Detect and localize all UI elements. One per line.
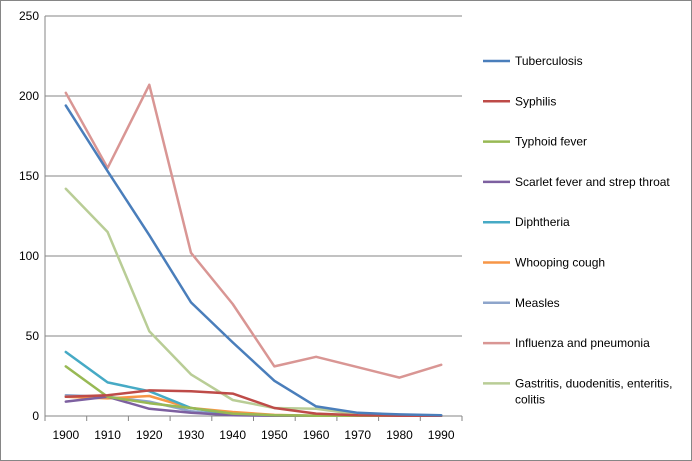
legend: Tuberculosis Syphilis Typhoid fever Scarlet… <box>483 54 672 406</box>
legend-item: Typhoid fever <box>483 135 587 149</box>
legend-item: Whooping cough <box>483 256 605 270</box>
legend-item: Measles <box>483 296 560 310</box>
x-tick-label: 1900 <box>52 428 79 442</box>
series-line-syphilis <box>64 389 443 418</box>
x-tick-label: 1980 <box>386 428 413 442</box>
legend-item: Scarlet fever and strep throat <box>483 175 670 189</box>
legend-label: Gastritis, duodenitis, enteritis, <box>515 376 672 390</box>
series-line-gastritis-duodenitis-enteritis-colitis <box>64 187 443 417</box>
gridlines <box>45 15 462 337</box>
legend-item: Influenza and pneumonia <box>483 336 650 350</box>
series-line-tuberculosis <box>64 104 443 417</box>
x-tick-label: 1960 <box>303 428 330 442</box>
x-tick-label: 1970 <box>344 428 371 442</box>
legend-item: Diphtheria <box>483 215 570 229</box>
legend-label: Tuberculosis <box>515 54 583 68</box>
legend-label: Syphilis <box>515 94 556 108</box>
legend-item: Gastritis, duodenitis, enteritis, colitis <box>483 376 672 406</box>
legend-label: Scarlet fever and strep throat <box>515 175 670 189</box>
y-tick-label: 250 <box>19 9 39 23</box>
legend-item: Tuberculosis <box>483 54 583 68</box>
legend-label: Typhoid fever <box>515 135 587 149</box>
y-tick-label: 200 <box>19 89 39 103</box>
y-tick-label: 150 <box>19 169 39 183</box>
legend-label: colitis <box>515 392 545 406</box>
series-lines <box>64 83 443 418</box>
x-tick-label: 1930 <box>178 428 205 442</box>
legend-label: Influenza and pneumonia <box>515 336 650 350</box>
legend-item: Syphilis <box>483 94 556 108</box>
x-tick-label: 1910 <box>94 428 121 442</box>
x-tick-label: 1950 <box>261 428 288 442</box>
axes: 0 50 100 150 200 250 1900 1910 1920 1930 1940 1950 1… <box>19 9 463 442</box>
x-tick-label: 1940 <box>219 428 246 442</box>
y-tick-label: 50 <box>26 329 40 343</box>
x-tick-label: 1920 <box>136 428 163 442</box>
x-tick-label: 1990 <box>428 428 455 442</box>
legend-label: Whooping cough <box>515 256 605 270</box>
legend-label: Diphtheria <box>515 215 570 229</box>
series-line-influenza-and-pneumonia <box>64 83 443 379</box>
y-tick-label: 0 <box>32 409 39 423</box>
y-tick-label: 100 <box>19 249 39 263</box>
legend-label: Measles <box>515 296 560 310</box>
